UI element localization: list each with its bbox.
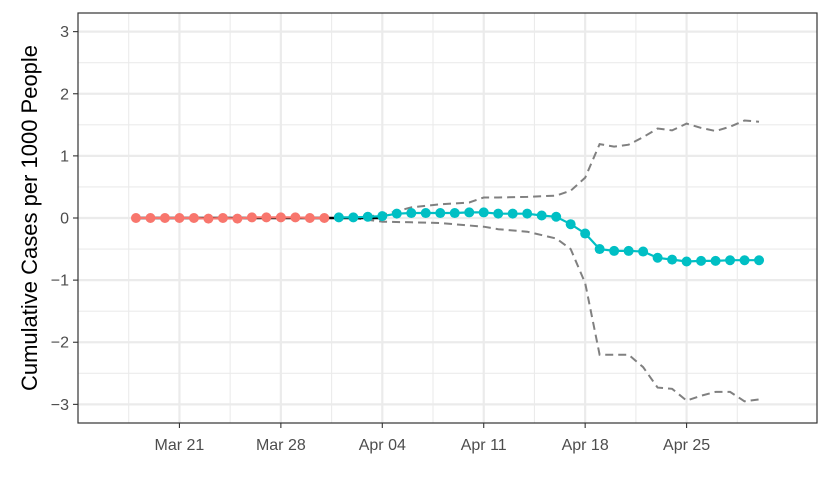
data-point [261, 212, 272, 223]
data-point [754, 255, 765, 266]
y-tick-label: 0 [60, 211, 69, 228]
data-point [681, 256, 692, 267]
data-point [594, 244, 605, 255]
data-point [232, 213, 243, 224]
x-tick-label: Apr 25 [663, 437, 710, 454]
y-tick-label: 2 [60, 86, 69, 103]
data-point [362, 211, 373, 222]
y-axis-title: Cumulative Cases per 1000 People [17, 45, 42, 391]
data-point [507, 208, 518, 219]
data-point [304, 213, 315, 223]
data-point [739, 255, 750, 266]
data-point [203, 213, 214, 224]
data-point [348, 212, 359, 223]
y-tick-label: 3 [60, 24, 69, 41]
data-point [493, 208, 504, 219]
data-point [159, 213, 170, 223]
data-point [667, 254, 678, 265]
data-point [145, 213, 156, 223]
data-point [623, 245, 634, 256]
data-point [217, 213, 228, 223]
data-point [551, 211, 562, 222]
data-point [174, 213, 185, 223]
x-tick-label: Apr 04 [359, 437, 406, 454]
upper-bound-line [353, 119, 760, 219]
y-tick-label: −3 [51, 397, 69, 414]
data-point [565, 219, 576, 230]
data-point [696, 255, 707, 266]
data-point [420, 208, 431, 219]
y-tick-label: −2 [51, 335, 69, 352]
data-point [478, 207, 489, 218]
data-point [130, 213, 141, 223]
y-tick-label: −1 [51, 273, 69, 290]
data-point [319, 213, 330, 223]
data-point [580, 228, 591, 239]
x-tick-label: Mar 21 [155, 437, 205, 454]
data-layer [130, 119, 765, 403]
y-tick-label: 1 [60, 148, 69, 165]
x-tick-label: Apr 18 [562, 437, 609, 454]
data-point [725, 255, 736, 266]
data-point [188, 213, 199, 223]
lower-bound-line [353, 217, 760, 403]
data-point [391, 208, 402, 219]
data-point [609, 245, 620, 256]
axes: −3 −2 −1 0 1 2 3 Mar 21 Mar 28 Apr 04 Apr 11 Apr 18… [51, 24, 711, 454]
data-point [246, 212, 257, 223]
data-point [377, 211, 388, 222]
data-point [652, 252, 663, 263]
data-point [449, 208, 460, 219]
data-point [333, 212, 344, 223]
data-point [290, 212, 301, 223]
gridlines [78, 13, 817, 423]
plot-panel [77, 12, 818, 424]
x-tick-label: Apr 11 [461, 437, 507, 454]
x-tick-label: Mar 28 [256, 437, 306, 454]
data-point [406, 208, 417, 219]
data-point [464, 207, 475, 218]
data-point [275, 212, 286, 223]
data-point [522, 208, 533, 219]
data-point [638, 246, 649, 257]
data-point [435, 208, 446, 219]
data-point [536, 210, 547, 221]
data-point [710, 255, 721, 266]
